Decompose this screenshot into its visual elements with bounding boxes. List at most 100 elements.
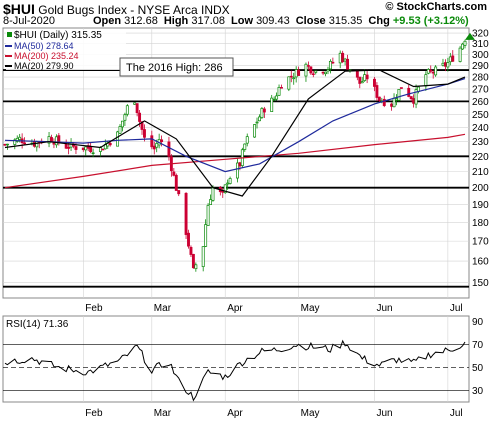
month-tick-label-rsi: Apr [227,408,243,419]
legend-box [6,30,126,70]
high-value: 317.08 [191,15,225,27]
month-tick-label-rsi: Feb [85,408,103,419]
candle-body [331,61,335,64]
candle-body [399,87,403,89]
date: 8-Jul-2020 [3,15,55,27]
month-tick-label: Feb [85,303,103,314]
candle-body [18,136,22,140]
price-tick-label: 310 [472,39,489,50]
candle-body [84,146,88,151]
candle-body [23,142,27,145]
chg-label: Chg [368,15,390,27]
rsi-tick-label: 50 [472,363,484,374]
candle-body [133,102,137,105]
candle-body [429,69,433,72]
candle-body [245,136,249,144]
symbol: $HUI [3,1,35,17]
candle-body [426,69,430,74]
candle-body [204,224,208,247]
candle-body [431,71,435,74]
candle-body [223,184,227,194]
month-tick-label: Apr [227,303,243,314]
candle-body [390,103,394,107]
candle-body [343,58,347,62]
price-tick-label: 160 [472,257,489,268]
candle-body [235,162,239,179]
candle-body [461,43,465,50]
rsi-tick-label: 90 [472,317,484,328]
candle-body [355,70,359,78]
candle-body [270,97,274,112]
month-tick-label: May [301,303,320,314]
candle-body [74,146,78,150]
candle-body [328,60,332,70]
candle-body [414,89,418,105]
price-tick-label: 200 [472,183,489,194]
candle-body [255,121,259,124]
support-resistance-lines [3,69,469,288]
candle-body [409,96,413,100]
annotation-box [119,57,234,77]
candle-body [243,143,247,150]
candle-body [108,142,112,146]
month-tick-label: Jun [376,303,392,314]
candle-body [463,40,467,46]
ma50-line [4,78,466,173]
candle-body [226,182,230,185]
candle-body [120,120,124,128]
candle-body [67,146,71,149]
candle-body [228,178,232,184]
candle-body [324,71,327,75]
candle-body [167,141,171,157]
candle-body [397,88,401,101]
candle-body [189,246,193,255]
month-tick-label: Mar [154,303,172,314]
rsi-tick-label: 30 [472,386,484,397]
candle-body [289,75,293,78]
high-label: High [163,15,189,27]
price-tick-label: 170 [472,237,489,248]
rsi-label: RSI(14) 71.36 [6,319,69,330]
candle-body [54,136,58,146]
candle-body [177,190,181,195]
candle-body [125,105,129,115]
month-axis-labels: Feb Feb Mar Mar Apr Apr May May Jun Jun Jul Jul [85,303,462,419]
candle-body [275,95,279,100]
index-name: Gold Bugs Index - NYSE Arca INDX [38,3,230,17]
candle-body [238,162,242,167]
last-price-arrow [465,32,475,40]
candle-body [280,87,283,89]
candle-body [253,124,257,138]
legend-ma20: MA(20) 279.90 [14,61,74,71]
candle-body [13,139,17,145]
candle-body [363,74,367,81]
price-tick-label: 240 [472,123,489,134]
candle-body [3,144,7,146]
candle-body [187,232,190,247]
open-label: Open [92,15,122,27]
price-tick-label: 300 [472,50,489,61]
candle-body [392,97,396,108]
candle-body [434,66,438,76]
candle-body [172,171,176,176]
candle-body [446,62,450,68]
price-tick-label: 180 [472,218,489,229]
candle-body [306,65,310,67]
candle-body [258,116,261,122]
candle-body [458,47,462,62]
low-label: Low [231,15,253,27]
candle-body [304,63,308,77]
candle-body [277,86,281,96]
candle-body [174,174,178,191]
candle-body [395,98,398,101]
price-tick-label: 220 [472,152,489,163]
open-value: 312.68 [124,15,158,27]
low-value: 309.43 [256,15,290,27]
legend-ma50: MA(50) 278.64 [14,41,74,51]
candle-body [91,152,95,154]
candle-body [341,52,345,63]
close-value: 315.35 [328,15,363,27]
candle-body [206,205,210,226]
candle-body [123,114,127,121]
candle-body [118,126,122,134]
